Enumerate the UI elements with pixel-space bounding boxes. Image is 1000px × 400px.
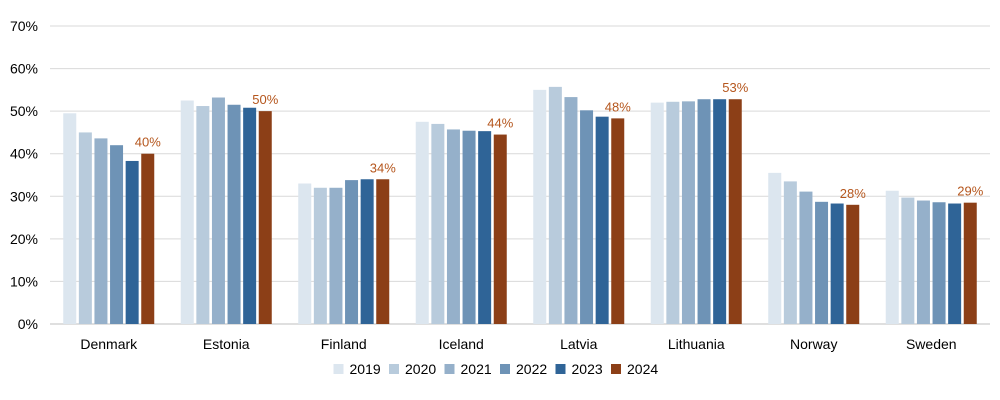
bar-latvia-2023 [595,116,609,324]
bar-lithuania-2019 [650,102,664,324]
legend-label-2024: 2024 [627,361,658,377]
bar-latvia-2021 [564,97,578,324]
data-label-denmark: 40% [135,135,161,150]
bar-estonia-2023 [243,107,257,324]
legend-label-2020: 2020 [405,361,436,377]
bar-lithuania-2024 [728,99,742,324]
data-label-latvia: 48% [605,99,631,114]
category-label-denmark: Denmark [80,336,138,352]
bar-estonia-2019 [180,100,194,324]
data-label-estonia: 50% [252,92,278,107]
bar-finland-2022 [345,180,359,324]
y-tick-label: 70% [10,18,38,34]
bar-finland-2021 [329,187,343,324]
category-label-lithuania: Lithuania [668,336,725,352]
bar-finland-2024 [376,179,390,324]
bar-sweden-2021 [916,200,930,324]
bar-sweden-2020 [901,197,915,324]
y-tick-label: 60% [10,61,38,77]
bar-latvia-2019 [533,89,547,324]
bar-lithuania-2021 [681,101,695,324]
legend-swatch-2020 [389,364,399,374]
x-axis-category-labels: Denmark Estonia Finland Iceland Latvia Lithua… [80,336,956,352]
bar-norway-2024 [846,204,860,324]
data-labels: 40% 50% 34% 44% 48% 53% 28% 29% [135,80,984,201]
category-label-estonia: Estonia [203,336,250,352]
bar-norway-2020 [783,181,797,324]
bar-iceland-2019 [415,121,429,325]
bar-lithuania-2020 [666,101,680,324]
y-tick-label: 40% [10,146,38,162]
bars [63,86,977,325]
legend-swatch-2023 [555,364,566,374]
bar-estonia-2020 [196,106,210,324]
legend-swatch-2024 [611,364,621,374]
bar-denmark-2020 [78,132,92,324]
legend-label-2021: 2021 [461,361,492,377]
bar-iceland-2023 [478,131,492,324]
bar-sweden-2019 [885,190,899,324]
y-tick-label: 20% [10,231,38,247]
data-label-norway: 28% [840,186,866,201]
bar-finland-2020 [313,187,327,324]
bar-sweden-2022 [932,202,946,324]
y-tick-label: 30% [10,188,38,204]
bar-norway-2022 [815,201,829,324]
bar-estonia-2024 [258,111,272,325]
category-label-finland: Finland [321,336,367,352]
category-label-norway: Norway [790,336,837,352]
category-label-iceland: Iceland [439,336,484,352]
bar-latvia-2024 [611,118,625,324]
legend-label-2019: 2019 [350,361,381,377]
data-label-finland: 34% [370,160,396,175]
bar-iceland-2020 [431,123,445,325]
bar-estonia-2021 [211,97,225,325]
y-tick-label: 0% [18,316,38,332]
legend-swatch-2022 [500,364,510,374]
legend-label-2023: 2023 [572,361,603,377]
bar-iceland-2022 [462,130,476,324]
bar-finland-2023 [360,179,374,324]
bar-denmark-2023 [125,160,139,324]
bar-sweden-2024 [963,202,977,324]
bar-denmark-2019 [63,113,77,325]
bar-iceland-2021 [446,129,460,324]
bar-denmark-2022 [110,145,124,324]
y-tick-label: 10% [10,273,38,289]
bar-denmark-2021 [94,138,108,324]
legend-swatch-2019 [333,364,344,374]
bar-denmark-2024 [141,153,155,324]
category-label-latvia: Latvia [560,336,598,352]
bar-lithuania-2023 [713,99,727,324]
bar-finland-2019 [298,183,312,324]
bar-lithuania-2022 [697,99,711,324]
bar-iceland-2024 [493,134,507,324]
legend-swatch-2021 [444,364,455,374]
legend-label-2022: 2022 [516,361,547,377]
y-axis-tick-labels: 0% 10% 20% 30% 40% 50% 60% 70% [10,18,38,332]
bar-sweden-2023 [948,203,962,324]
bar-norway-2019 [768,172,782,324]
bar-norway-2021 [799,191,813,324]
bar-norway-2023 [830,203,844,324]
data-label-iceland: 44% [487,116,513,131]
legend: 2019 2020 2021 2022 2023 2024 [333,361,658,377]
y-tick-label: 50% [10,103,38,119]
bar-latvia-2022 [580,110,594,324]
category-label-sweden: Sweden [906,336,957,352]
bar-latvia-2020 [548,86,562,325]
data-label-sweden: 29% [957,184,983,199]
data-label-lithuania: 53% [722,80,748,95]
bar-estonia-2022 [227,104,241,324]
